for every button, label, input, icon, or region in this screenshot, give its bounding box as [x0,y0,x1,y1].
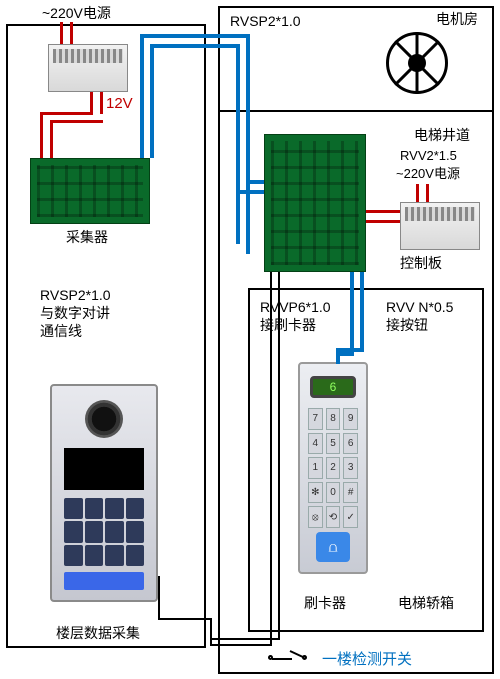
key-hash[interactable]: # [343,482,358,504]
kw-down-b [278,272,280,640]
wire-shaft-a [416,184,419,202]
collector-board [30,158,150,224]
key-star[interactable]: ✻ [308,482,323,504]
kw-to-intercom-v [158,576,160,620]
ctrl-board-label: 控制板 [400,254,442,272]
bw-reader-hb [336,348,364,352]
rvsp-top-label: RVSP2*1.0 [230,12,301,30]
wire-psu-to-board-h1 [40,112,93,115]
shaft-power-label: ~220V电源 [396,166,460,183]
key-cancel[interactable]: ⦻ [308,506,323,528]
motor-disc [386,32,448,94]
wire-shaft-b [426,184,429,202]
collector-label: 采集器 [66,228,108,246]
key-5[interactable]: 5 [326,433,341,455]
motor-room-label: 电机房 [436,10,478,28]
shaft-cable-label: RVV2*1.5 [400,148,457,165]
psu-left [48,44,128,92]
intercom-label: 楼层数据采集 [56,624,140,642]
bw-l-top-b [150,44,240,48]
wire-220v-left-a [60,22,63,44]
bw-r-to-board-b [236,190,264,194]
divider-top [218,110,494,112]
bw-reader-a [350,272,354,356]
key-ok[interactable]: ✓ [343,506,358,528]
rvsp-intercom-label: RVSP2*1.0 与数字对讲 通信线 [40,286,111,341]
kw-to-intercom [158,618,212,620]
bw-reader-va [336,352,340,364]
wire-psu-to-board-v3 [40,112,43,160]
switch-label: 一楼检测开关 [322,650,412,670]
kw-bot-b [210,638,280,640]
key-2[interactable]: 2 [326,457,341,479]
button-cable-label: RVV N*0.5 接按钮 [386,298,453,334]
shaft-label: 电梯井道 [414,126,470,144]
wire-psu-to-board-h2 [50,120,103,123]
key-1[interactable]: 1 [308,457,323,479]
wire-ctrl-psu-h2 [366,220,400,223]
reader-keypad: 789 456 123 ✻0# ⦻⟲✓ [308,408,358,528]
car-label: 电梯轿箱 [398,594,454,612]
reader-display: 6 [310,376,356,398]
bw-l-up-a [140,34,144,158]
key-6[interactable]: 6 [343,433,358,455]
wire-psu-to-board-v2 [100,92,103,114]
bw-r-to-board-a [246,180,264,184]
psu-12v-label: 12V [106,94,133,114]
wire-ctrl-psu-h1 [366,210,400,213]
bw-l-top-a [140,34,250,38]
card-reader: 6 789 456 123 ✻0# ⦻⟲✓ ⩍ [298,362,368,574]
reader-label: 刷卡器 [304,594,346,612]
key-3[interactable]: 3 [343,457,358,479]
key-0[interactable]: 0 [326,482,341,504]
power-220v-left: ~220V电源 [42,4,111,22]
kw-up-a [210,618,212,646]
kw-down-a [270,272,272,646]
key-back[interactable]: ⟲ [326,506,341,528]
bw-r-dn-b [236,44,240,244]
wire-220v-left-b [70,22,73,44]
key-9[interactable]: 9 [343,408,358,430]
kw-bot-a [210,644,272,646]
control-board [264,134,366,272]
key-8[interactable]: 8 [326,408,341,430]
intercom-panel [50,384,158,602]
psu-right [400,202,480,250]
nfc-icon: ⩍ [316,532,350,562]
intercom-screen [64,448,144,490]
floor-switch [272,648,308,668]
wire-psu-to-board-v1 [90,92,93,114]
key-7[interactable]: 7 [308,408,323,430]
key-4[interactable]: 4 [308,433,323,455]
wire-psu-to-board-v4 [50,120,53,160]
intercom-camera [85,400,123,438]
bw-l-up-b [150,44,154,158]
intercom-strip [64,572,144,590]
bw-reader-b [360,272,364,352]
intercom-keypad [64,498,144,566]
bw-r-dn-a [246,34,250,254]
